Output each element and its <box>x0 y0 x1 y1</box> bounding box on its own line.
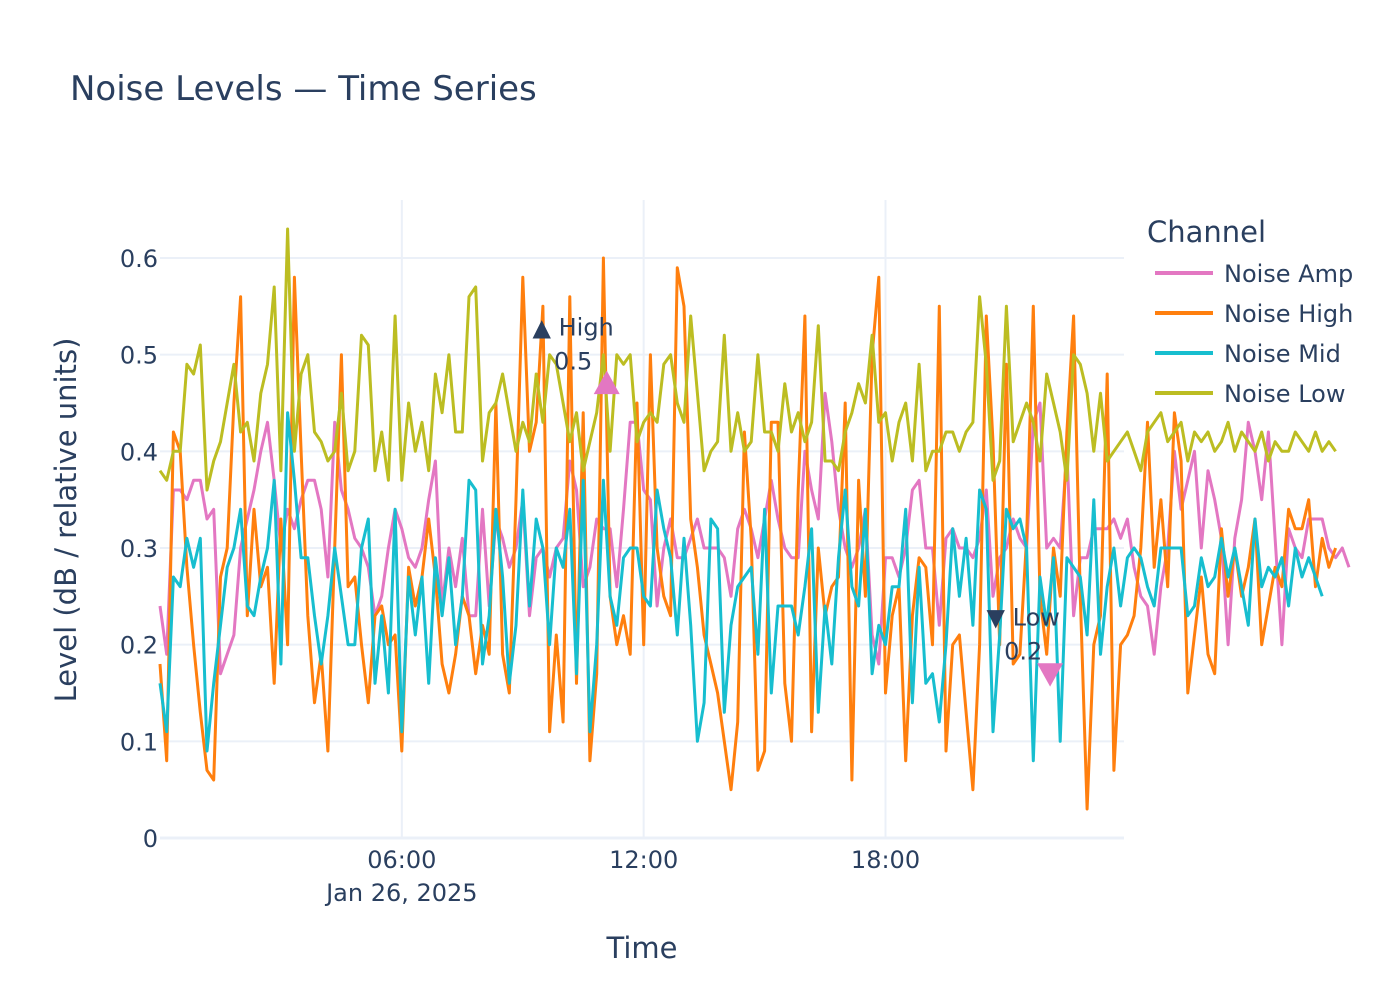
series-line-noise-mid <box>158 411 1324 763</box>
x-tick-label: 18:00 <box>851 846 920 874</box>
x-axis-label: Time <box>606 931 678 965</box>
annotation-low-value: 0.2 <box>1004 637 1042 665</box>
grid <box>160 200 1124 840</box>
y-tick-label: 0.1 <box>120 728 158 756</box>
annotation-high-label: ▲ High <box>533 313 614 341</box>
legend-label-noise-amp: Noise Amp <box>1224 260 1353 288</box>
y-tick-label: 0.5 <box>120 342 158 370</box>
marker-triangle-down <box>1037 663 1064 687</box>
annotation-low-label: ▼ Low <box>987 603 1060 631</box>
legend-title: Channel <box>1147 215 1266 249</box>
series-lines <box>158 227 1351 811</box>
marker-triangle-up <box>593 370 620 395</box>
series-line-noise-low <box>158 227 1337 492</box>
chart-title: Noise Levels — Time Series <box>70 69 537 109</box>
plot-area: ▲ High 0.5 ▼ Low 0.2 <box>158 200 1351 840</box>
annotations: ▲ High 0.5 ▼ Low 0.2 <box>533 313 1064 687</box>
y-axis: 0 0.1 0.2 0.3 0.4 0.5 0.6 <box>120 245 158 853</box>
y-tick-label: 0.4 <box>120 438 158 466</box>
legend-items: Noise Amp Noise High Noise Mid Noise Low <box>1155 260 1353 408</box>
series-line-noise-amp <box>158 391 1351 676</box>
annotation-high-value: 0.5 <box>554 347 592 375</box>
y-tick-label: 0 <box>143 825 158 853</box>
legend-label-noise-mid: Noise Mid <box>1224 340 1341 368</box>
legend-label-noise-high: Noise High <box>1224 300 1353 328</box>
y-tick-label: 0.6 <box>120 245 158 273</box>
legend-label-noise-low: Noise Low <box>1224 380 1345 408</box>
x-tick-label: 06:00 <box>367 846 436 874</box>
y-tick-label: 0.2 <box>120 632 158 660</box>
y-axis-label: Level (dB / relative units) <box>49 338 83 703</box>
y-tick-label: 0.3 <box>120 535 158 563</box>
x-tick-sublabel: Jan 26, 2025 <box>324 879 478 907</box>
x-axis: 06:00 Jan 26, 2025 12:00 18:00 <box>324 846 920 907</box>
x-tick-label: 12:00 <box>609 846 678 874</box>
